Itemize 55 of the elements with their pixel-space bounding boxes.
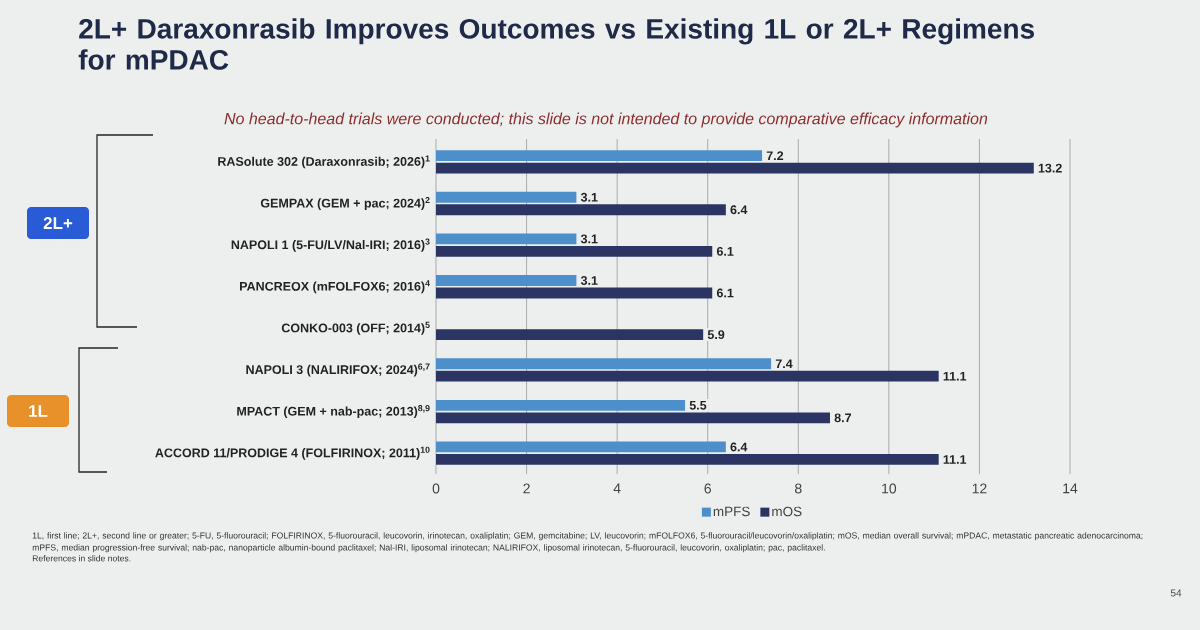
bar xyxy=(436,441,726,453)
bar xyxy=(436,204,726,216)
text: 2L+ xyxy=(43,217,73,229)
data-label: 11.1 xyxy=(943,455,967,464)
text: 54 xyxy=(1170,589,1182,597)
x-tick-label: 10 xyxy=(882,483,897,494)
text: 1L xyxy=(29,405,48,417)
bar xyxy=(436,245,713,257)
x-tick-label: 8 xyxy=(795,483,802,494)
x-tick-label: 12 xyxy=(972,483,987,494)
data-label: 11.1 xyxy=(943,371,967,381)
bar xyxy=(436,412,830,424)
bar xyxy=(436,162,1034,174)
data-label: 3.1 xyxy=(580,276,598,285)
data-label: 6.4 xyxy=(730,442,748,452)
y-tick-label: PANCREOX (mFOLFOX6; 2016)$^{4}$ xyxy=(240,280,430,294)
y-tick-label: NAPOLI 1 (5-FU/LV/Nal-IRI; 2016)$^{3}$ xyxy=(231,238,430,252)
data-label: 5.9 xyxy=(707,330,725,340)
y-tick-label: NAPOLI 3 (NALIRIFOX; 2024)$^{6,7}$ xyxy=(246,363,430,377)
data-label: 3.1 xyxy=(580,234,598,244)
bar xyxy=(436,150,763,162)
bar xyxy=(436,358,772,370)
text: 1L, first line; 2L+, second line or greater; 5-FU, 5-fluorouracil; FOLFIRINOX, 5-fluorouracil, leucovorin, irinotecan, oxaliplatin; GEM, gemcitabine; LV, leucovorin; mFOLFOX6, 5-fluorouracil/leucovorin/oxaliplatin; mOS, median overall survival; mPDAC, metastatic pancreatic adenocarcinoma; mPFS, median progression-free survival; nab-pac, nanoparticle albumin-bound paclitaxel; Nal-IRI, liposomal irinotecan; NALIRIFOX, liposomal irinotecan, 5-fluorouracil, leucovorin, oxaliplatin; pac, paclitaxel. xyxy=(32,532,1143,553)
bar xyxy=(436,287,713,299)
x-tick-label: 2 xyxy=(523,483,530,494)
y-tick-label: RASolute 302 (Daraxonrasib; 2026)$^{1}$ xyxy=(218,155,430,169)
x-tick-label: 6 xyxy=(704,483,711,494)
chart-subtitle: No head-to-head trials were conducted; this slide is not intended to provide comparative efficacy information xyxy=(224,112,988,128)
data-label: 3.1 xyxy=(580,192,598,202)
data-label: 8.7 xyxy=(834,413,852,423)
legend-label: mPFS xyxy=(713,506,750,517)
chart-title: 2L+ Daraxonrasib Improves Outcomes vs Existing 1L or 2L+ Regimens for mPDAC xyxy=(78,18,1034,70)
bar xyxy=(436,329,704,340)
y-tick-label: GEMPAX (GEM + pac; 2024)$^{2}$ xyxy=(260,196,430,211)
data-label: 5.5 xyxy=(689,400,707,410)
x-tick-label: 4 xyxy=(613,483,621,494)
y-tick-label: MPACT (GEM + nab-pac; 2013)$^{8,9}$ xyxy=(237,405,430,419)
data-label: 13.2 xyxy=(1038,163,1062,173)
x-tick-label: 14 xyxy=(1063,483,1078,494)
bar xyxy=(436,233,577,245)
bar xyxy=(436,275,577,286)
data-label: 6.4 xyxy=(730,205,748,215)
y-tick-label: CONKO-003 (OFF; 2014)$^{5}$ xyxy=(281,321,430,335)
bar xyxy=(436,454,939,465)
bar xyxy=(436,191,577,203)
y-tick-label: ACCORD 11/PRODIGE 4 (FOLFIRINOX; 2011)$^{10}$ xyxy=(155,446,430,460)
data-label: 7.4 xyxy=(775,359,793,369)
data-label: 7.2 xyxy=(766,151,784,161)
data-label: 6.1 xyxy=(716,288,734,298)
text: References in slide notes. xyxy=(32,555,131,562)
x-tick-label: 0 xyxy=(432,483,440,494)
data-label: 6.1 xyxy=(716,246,734,256)
legend-label: mOS xyxy=(772,506,802,517)
bar xyxy=(436,399,686,411)
bar xyxy=(436,370,939,382)
